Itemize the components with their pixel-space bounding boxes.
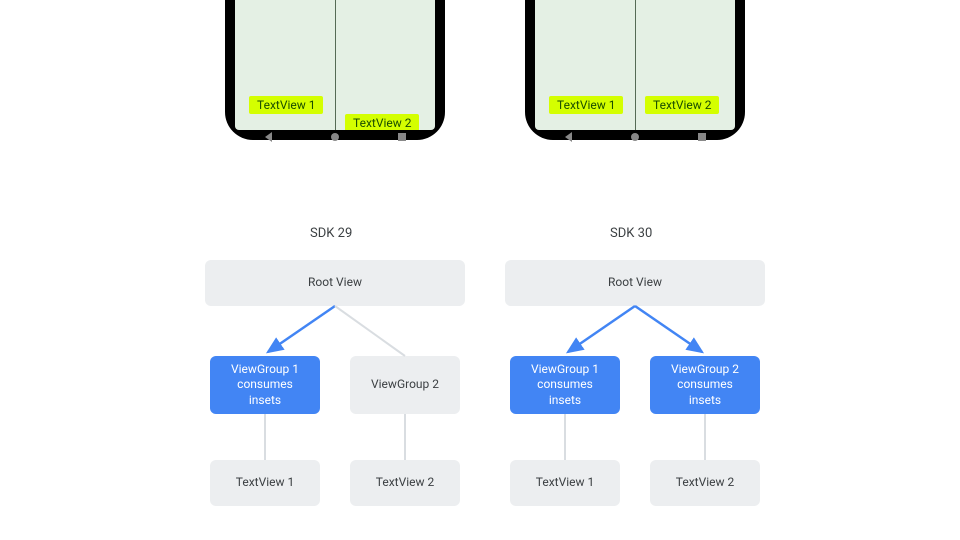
viewgroup2-node: ViewGroup 2 consumes insets: [650, 356, 760, 414]
android-navbar: [535, 130, 735, 144]
nav-back-icon: [565, 132, 572, 142]
screen-divider: [335, 0, 336, 130]
textview-2-label: TextView 2: [345, 114, 419, 130]
node-label-line2: consumes: [237, 377, 293, 393]
node-label-line1: ViewGroup 2: [671, 362, 739, 378]
node-label-line3: insets: [249, 393, 281, 409]
node-label: TextView 2: [376, 475, 434, 491]
viewgroup1-node: ViewGroup 1 consumes insets: [510, 356, 620, 414]
node-label-line2: consumes: [537, 377, 593, 393]
nav-home-icon: [331, 133, 339, 141]
screen-divider: [635, 0, 636, 130]
root-view-node: Root View: [505, 260, 765, 306]
nav-home-icon: [631, 133, 639, 141]
edges-layer: [0, 0, 960, 540]
node-label-line2: consumes: [677, 377, 733, 393]
sdk29-label: SDK 29: [310, 226, 352, 241]
edge-root-vg1: [268, 306, 335, 352]
viewgroup2-node: ViewGroup 2: [350, 356, 460, 414]
node-label: Root View: [608, 275, 662, 291]
phone-sdk30: TextView 1 TextView 2: [525, 0, 745, 160]
node-label: TextView 2: [676, 475, 734, 491]
nav-recent-icon: [698, 133, 706, 141]
phone-screen: TextView 1 TextView 2: [235, 0, 435, 130]
textview2-node: TextView 2: [650, 460, 760, 506]
node-label-line3: insets: [549, 393, 581, 409]
android-navbar: [235, 130, 435, 144]
phone-sdk29: TextView 1 TextView 2: [225, 0, 445, 160]
edge-root-vg2: [635, 306, 702, 352]
sdk30-label: SDK 30: [610, 226, 652, 241]
textview-2-label: TextView 2: [645, 96, 719, 114]
phone-screen: TextView 1 TextView 2: [535, 0, 735, 130]
root-view-node: Root View: [205, 260, 465, 306]
textview2-node: TextView 2: [350, 460, 460, 506]
diagram-container: TextView 1 TextView 2 TextView 1 TextVie…: [0, 0, 960, 540]
nav-recent-icon: [398, 133, 406, 141]
node-label-line1: ViewGroup 1: [231, 362, 299, 378]
nav-back-icon: [265, 132, 272, 142]
textview-1-label: TextView 1: [549, 96, 623, 114]
node-label-line1: ViewGroup 1: [531, 362, 599, 378]
node-label: TextView 1: [536, 475, 594, 491]
viewgroup1-node: ViewGroup 1 consumes insets: [210, 356, 320, 414]
node-label: Root View: [308, 275, 362, 291]
edge-root-vg1: [568, 306, 635, 352]
node-label: TextView 1: [236, 475, 294, 491]
node-label-line3: insets: [689, 393, 721, 409]
textview1-node: TextView 1: [510, 460, 620, 506]
edge-root-vg2: [335, 306, 405, 356]
textview-1-label: TextView 1: [249, 96, 323, 114]
node-label: ViewGroup 2: [371, 377, 439, 393]
textview1-node: TextView 1: [210, 460, 320, 506]
